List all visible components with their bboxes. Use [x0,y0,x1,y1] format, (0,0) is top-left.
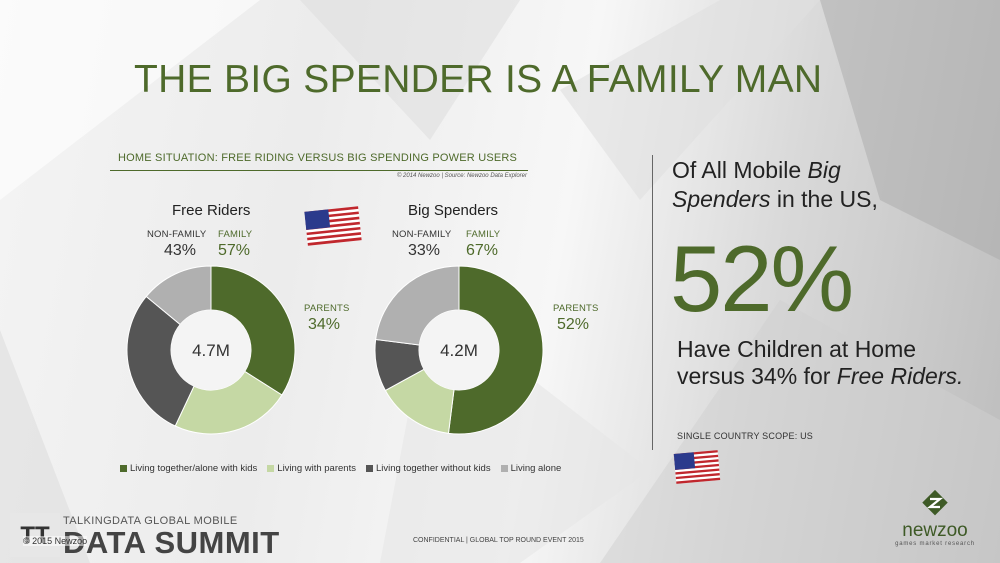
callout-divider [652,155,653,450]
non-family-pct-big-spenders: 33% [408,242,441,259]
chart-heading-rule [110,170,528,171]
headline-emphasis: Big [807,157,841,183]
parents-pct-free-riders: 34% [308,316,341,333]
legend-item: Living together without kids [365,463,491,474]
family-pct-free-riders: 57% [218,242,251,259]
copyright-note: © 2015 Newzoo [23,536,88,546]
legend-label: Living together/alone with kids [130,463,258,474]
non-family-pct-free-riders: 43% [164,242,197,259]
callout-subtext: Have Children at Home versus 34% for Fre… [677,336,977,390]
summit-title: DATA SUMMIT [63,525,280,560]
callout-headline: Of All Mobile Big Spenders in the US, [672,156,992,214]
headline-emphasis: Spenders [672,186,771,212]
subtext-text: Have Children at Home versus 34% for [677,336,917,389]
donut-center-label: 4.7M [192,341,230,360]
family-label-free-riders: FAMILY [218,229,253,240]
headline-text: Of All Mobile [672,157,808,183]
donut-chart-free-riders: 4.7M [126,265,296,435]
newzoo-logo: newzoo games market research [895,489,975,547]
non-family-label-free-riders: NON-FAMILY [147,229,207,240]
legend-swatch [120,465,127,472]
us-flag-icon [304,206,362,246]
donut-center-label: 4.2M [440,341,478,360]
parents-label-free-riders: PARENTS [304,303,350,314]
legend-label: Living with parents [277,463,356,474]
legend-swatch [267,465,275,472]
legend-swatch [365,465,373,472]
legend-label: Living together without kids [375,463,491,474]
family-label-big-spenders: FAMILY [466,229,501,240]
brand-tagline: games market research [895,541,975,547]
brand-name: newzoo [902,520,968,541]
legend-label: Living alone [510,463,562,474]
parents-label-big-spenders: PARENTS [553,303,599,314]
subtext-emphasis: Free Riders. [836,363,964,389]
chart-credit: © 2014 Newzoo | Source: Newzoo Data Expl… [396,173,527,179]
donut-chart-big-spenders: 4.2M [374,265,544,435]
parents-pct-big-spenders: 52% [557,316,590,333]
newzoo-logo-icon [922,489,948,516]
donut-title-free-riders: Free Riders [172,202,251,219]
legend-item: Living alone [500,463,562,474]
non-family-label-big-spenders: NON-FAMILY [392,229,452,240]
chart-heading: HOME SITUATION: FREE RIDING VERSUS BIG S… [118,152,518,164]
summit-badge-icon: TT [10,513,60,557]
donut-hole [171,310,251,390]
us-flag-icon [673,450,721,484]
legend-item: Living together/alone with kids [120,463,257,474]
confidential-note: CONFIDENTIAL | GLOBAL TOP ROUND EVENT 20… [413,537,584,544]
legend-swatch [500,465,508,472]
slide-title: THE BIG SPENDER IS A FAMILY MAN [134,58,823,101]
legend-item: Living with parents [267,463,356,474]
scope-note: SINGLE COUNTRY SCOPE: US [677,431,813,441]
headline-text: in the US, [770,186,878,212]
family-pct-big-spenders: 67% [466,242,499,259]
donut-hole [419,310,499,390]
donut-title-big-spenders: Big Spenders [408,202,499,219]
summit-subtitle: TALKINGDATA GLOBAL MOBILE [63,515,238,527]
callout-big-stat: 52% [670,226,854,331]
chart-legend: Living together/alone with kids Living w… [120,463,561,474]
